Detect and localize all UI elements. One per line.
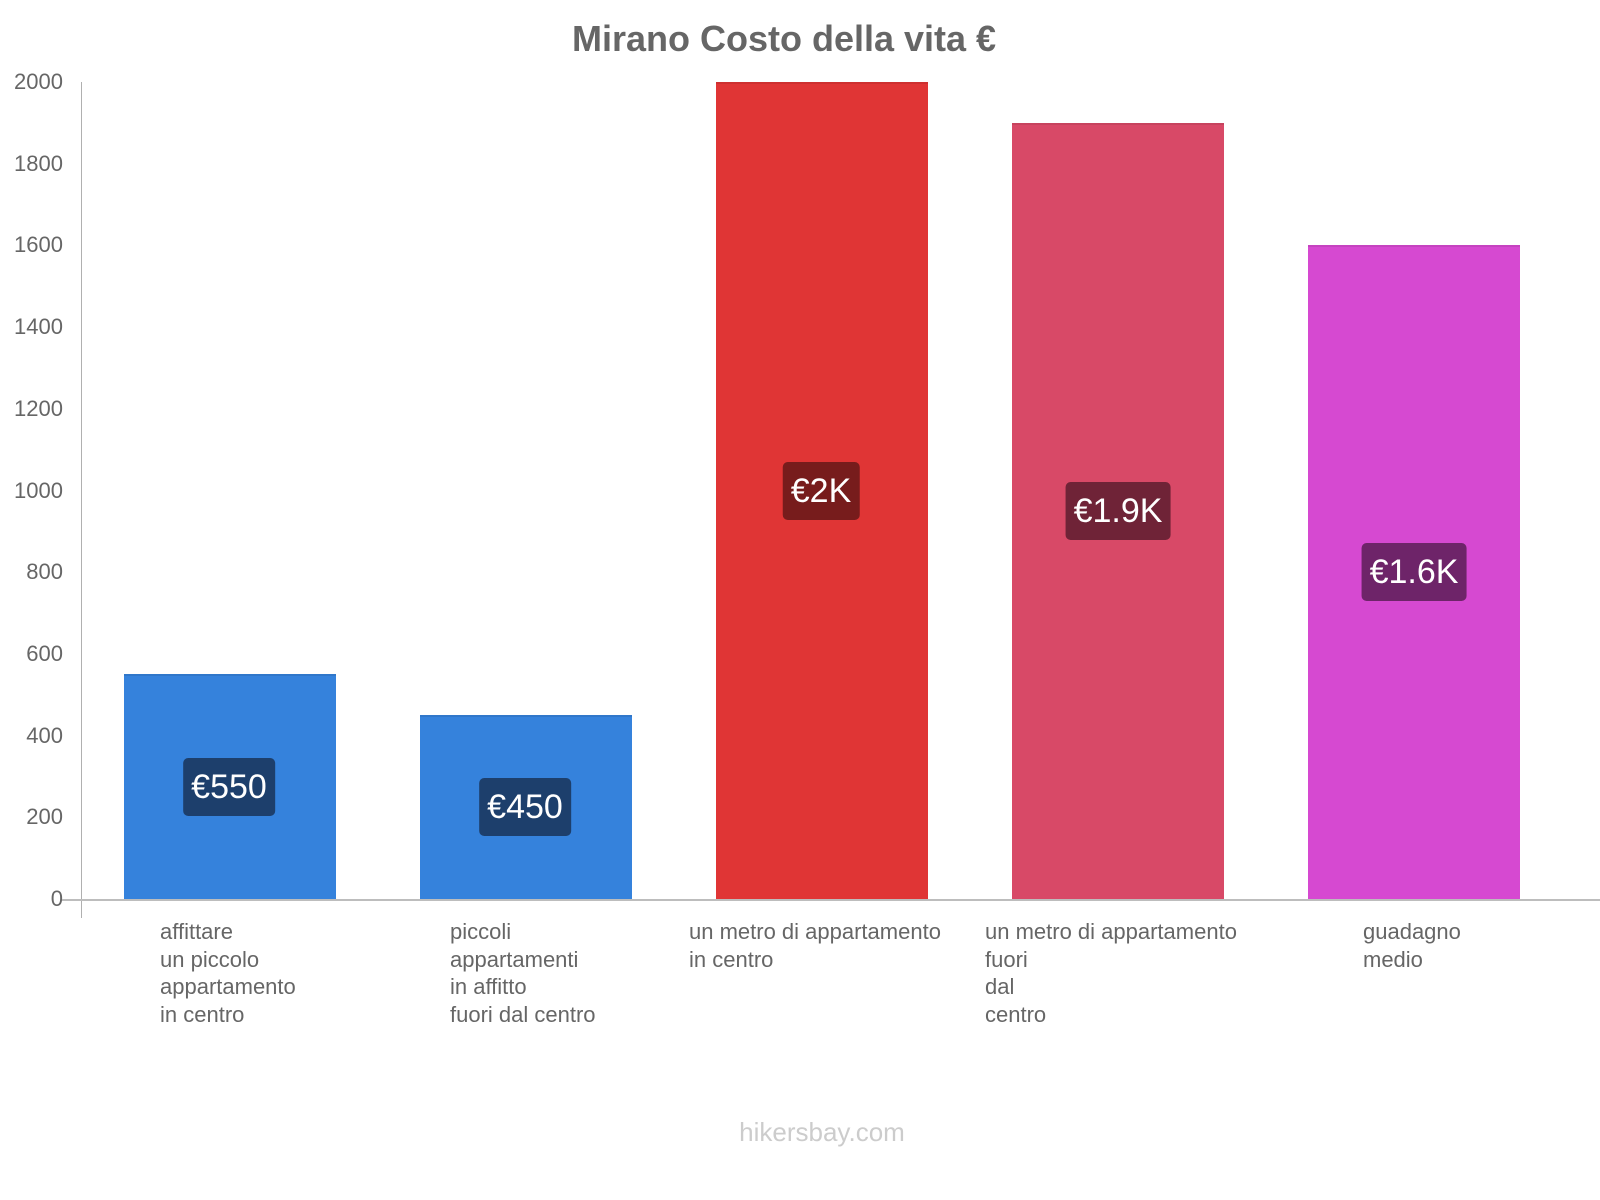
x-category-label: un metro di appartamento in centro [689, 919, 941, 972]
y-tick-label: 2000 [14, 69, 63, 94]
y-tick-label: 1600 [14, 232, 63, 258]
y-tick-label: 400 [26, 722, 63, 748]
bar-value-label: €2K [782, 461, 860, 520]
bar-value-label: €550 [183, 757, 275, 816]
chart-title: Mirano Costo della vita € [571, 18, 997, 59]
y-tick-label: 200 [26, 804, 63, 830]
y-tick-label: 600 [26, 640, 63, 666]
x-category-label: affittare un piccolo appartamento in cen… [160, 919, 296, 1027]
x-category-label: guadagno medio [1363, 919, 1461, 972]
bar-value-label: €1.6K [1361, 543, 1467, 602]
source-watermark: hikersbay.com [739, 1117, 905, 1147]
y-tick-label: 1800 [14, 150, 63, 176]
y-tick-label: 1000 [14, 477, 63, 503]
y-tick-label: 800 [26, 559, 63, 585]
bar-value-label: €1.9K [1065, 481, 1171, 540]
bar-value-label: €450 [479, 778, 571, 837]
y-tick-label: 1400 [14, 314, 63, 340]
y-axis-line [81, 82, 82, 918]
x-category-label: piccoli appartamenti in affitto fuori da… [450, 919, 596, 1027]
y-tick-label: 1200 [14, 395, 63, 421]
x-category-label: un metro di appartamento fuori dal centr… [985, 919, 1237, 1027]
y-tick-label: 0 [50, 886, 63, 911]
x-axis-line [62, 899, 1600, 901]
